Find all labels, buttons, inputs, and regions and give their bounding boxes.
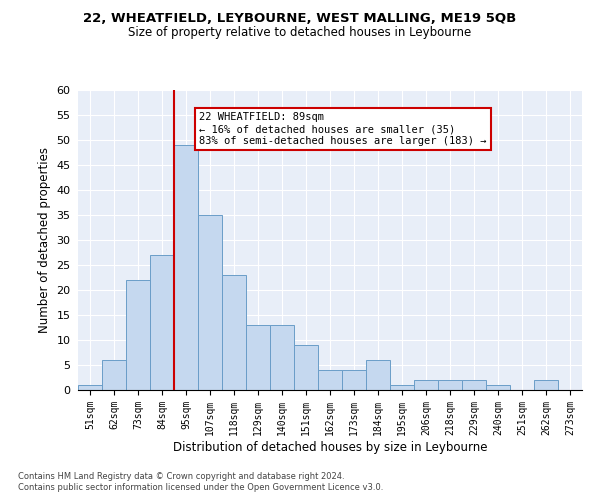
Bar [342,370,366,390]
Bar [126,280,150,390]
Bar [462,380,486,390]
Bar [246,325,270,390]
Bar [318,370,342,390]
Text: Distribution of detached houses by size in Leybourne: Distribution of detached houses by size … [173,441,487,454]
Bar [486,385,510,390]
Bar [438,380,462,390]
Text: Contains HM Land Registry data © Crown copyright and database right 2024.: Contains HM Land Registry data © Crown c… [18,472,344,481]
Text: Contains public sector information licensed under the Open Government Licence v3: Contains public sector information licen… [18,484,383,492]
Bar [534,380,558,390]
Bar [198,215,222,390]
Bar [270,325,294,390]
Bar [102,360,126,390]
Text: 22, WHEATFIELD, LEYBOURNE, WEST MALLING, ME19 5QB: 22, WHEATFIELD, LEYBOURNE, WEST MALLING,… [83,12,517,26]
Bar [174,145,198,390]
Bar [150,255,174,390]
Bar [78,385,102,390]
Bar [294,345,318,390]
Bar [414,380,438,390]
Text: Size of property relative to detached houses in Leybourne: Size of property relative to detached ho… [128,26,472,39]
Bar [390,385,414,390]
Bar [366,360,390,390]
Bar [222,275,246,390]
Y-axis label: Number of detached properties: Number of detached properties [38,147,50,333]
Text: 22 WHEATFIELD: 89sqm
← 16% of detached houses are smaller (35)
83% of semi-detac: 22 WHEATFIELD: 89sqm ← 16% of detached h… [199,112,487,146]
